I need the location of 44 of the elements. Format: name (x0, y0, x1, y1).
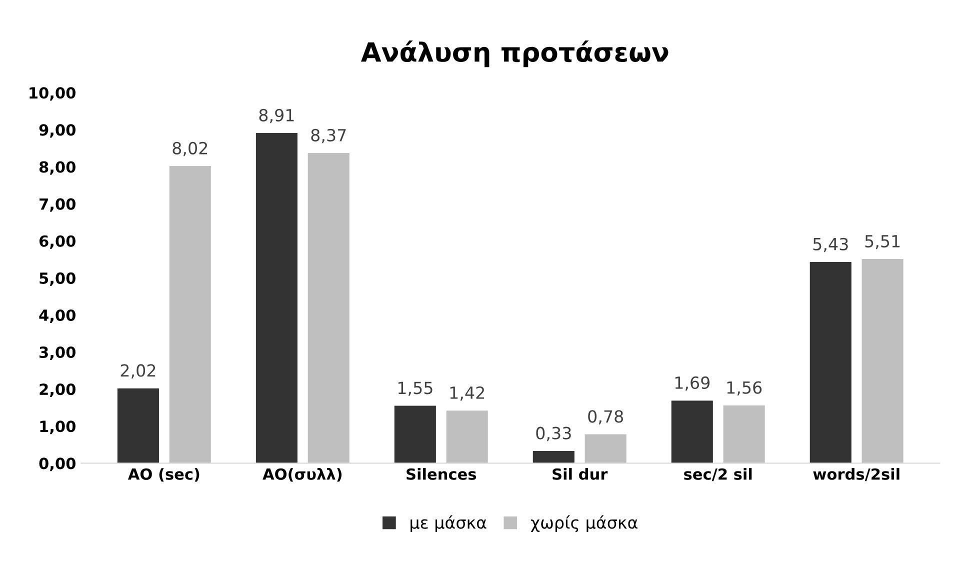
data-label: 0,33 (536, 426, 571, 442)
bar (446, 410, 488, 464)
data-label: 0,78 (588, 410, 624, 424)
x-tick-label: words/2sil (813, 468, 900, 482)
bar (117, 388, 159, 464)
data-label: 8,91 (259, 108, 294, 124)
x-tick-label: AO (sec) (128, 468, 200, 482)
bar (308, 153, 350, 464)
bar (671, 400, 713, 464)
y-tick-label: 0,00 (39, 458, 76, 472)
data-label: 1,42 (450, 386, 484, 401)
x-tick-label: sec/2 sil (684, 468, 752, 482)
y-tick-label: 3,00 (40, 346, 76, 360)
bar (532, 450, 574, 464)
x-tick-label: Sil dur (552, 468, 608, 480)
data-label: 1,56 (727, 381, 762, 396)
bar (584, 434, 626, 464)
bar (723, 405, 765, 464)
y-tick-label: 5,00 (40, 272, 76, 286)
legend-label: με μάσκα (410, 515, 486, 532)
bar (394, 406, 436, 464)
y-tick-label: 2,00 (40, 384, 76, 398)
y-tick-label: 1,00 (40, 420, 76, 434)
y-tick-label: 9,00 (39, 124, 76, 138)
y-tick-label: 7,00 (40, 198, 76, 212)
data-label: 8,02 (172, 142, 208, 156)
y-tick-label: 4,00 (39, 309, 76, 323)
data-label: 5,43 (813, 238, 848, 252)
data-label: 1,69 (675, 376, 710, 391)
data-label: 5,51 (865, 235, 900, 250)
data-label: 1,55 (398, 382, 432, 396)
y-tick-label: 10,00 (30, 87, 76, 101)
data-label: 2,02 (120, 364, 156, 378)
bar (862, 259, 904, 464)
chart-title: Ανάλυση προτάσεων (360, 40, 668, 68)
x-tick-label: AO(συλλ) (262, 468, 342, 482)
bar (256, 133, 298, 464)
data-label: 8,37 (311, 128, 346, 144)
bar (169, 166, 211, 464)
bar (810, 262, 852, 464)
y-tick-label: 8,00 (39, 161, 76, 175)
legend-label: χωρίς μάσκα (530, 515, 638, 532)
y-tick-label: 6,00 (39, 235, 76, 249)
x-tick-label: Silences (406, 468, 476, 480)
